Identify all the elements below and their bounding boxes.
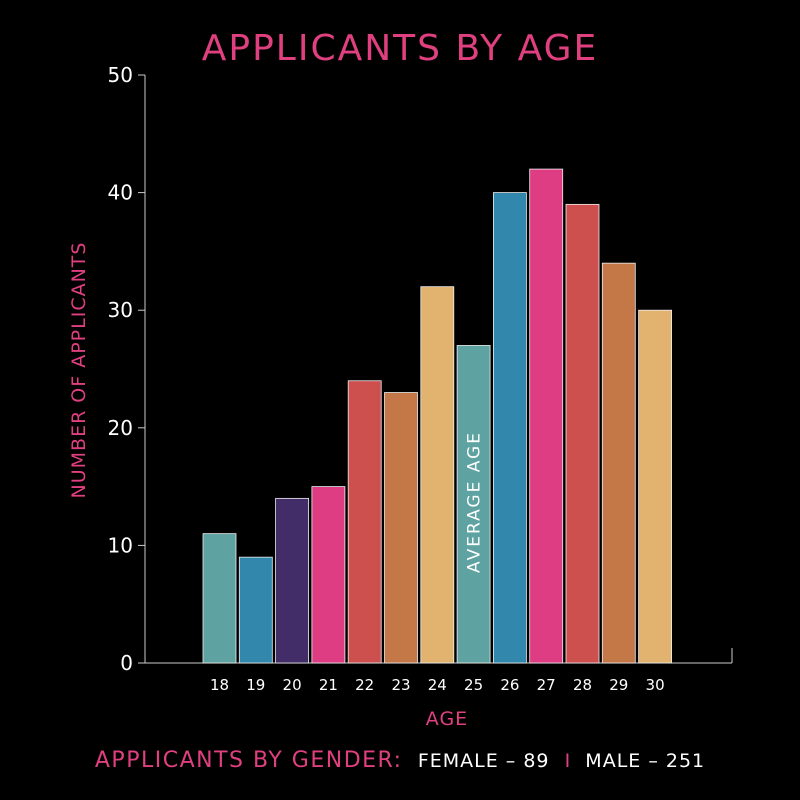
x-tick-label: 28 <box>573 676 592 694</box>
x-tick-label: 20 <box>283 676 302 694</box>
bar-age-18 <box>202 533 237 664</box>
chart-title: APPLICANTS BY AGE <box>202 28 599 69</box>
x-tick-label: 30 <box>646 676 665 694</box>
x-tick-label: 22 <box>355 676 374 694</box>
x-tick-label: 23 <box>391 676 410 694</box>
female-count: FEMALE – 89 <box>417 750 550 772</box>
average-age-annotation: AVERAGE AGE <box>465 431 485 573</box>
y-axis-label: NUMBER OF APPLICANTS <box>68 242 90 499</box>
bar-age-22 <box>347 380 382 664</box>
y-tick-label: 20 <box>108 416 133 440</box>
x-tick-label: 24 <box>428 676 447 694</box>
x-tick-label: 21 <box>319 676 338 694</box>
bar-age-29 <box>601 262 636 664</box>
bar-age-24 <box>420 286 455 664</box>
x-tick-label: 18 <box>210 676 229 694</box>
x-axis-label: AGE <box>426 708 468 730</box>
bar-age-19 <box>238 556 273 664</box>
x-axis-ticks: 18 19 20 21 22 23 24 25 26 27 28 29 30 <box>210 676 665 694</box>
y-tick-label: 0 <box>120 651 133 675</box>
bar-age-30 <box>638 309 672 664</box>
bar-age-25 <box>456 345 491 664</box>
y-tick-label: 50 <box>108 63 133 87</box>
male-count: MALE – 251 <box>585 750 706 772</box>
bar-age-26 <box>492 192 527 664</box>
x-tick-label: 25 <box>464 676 483 694</box>
bar-age-28 <box>565 203 600 664</box>
x-tick-label: 26 <box>500 676 519 694</box>
gender-separator: I <box>564 750 571 772</box>
x-tick-label: 19 <box>246 676 265 694</box>
y-axis-ticks: 0 10 20 30 40 50 <box>108 63 145 675</box>
y-tick-label: 30 <box>108 298 133 322</box>
gender-summary-label: APPLICANTS BY GENDER: <box>94 748 403 773</box>
x-tick-label: 27 <box>537 676 556 694</box>
bar-age-21 <box>311 486 346 664</box>
annotations-group: AVERAGE AGE <box>465 431 485 573</box>
x-tick-label: 29 <box>609 676 628 694</box>
y-tick-label: 40 <box>108 181 133 205</box>
bar-age-23 <box>384 392 418 664</box>
gender-summary: APPLICANTS BY GENDER: FEMALE – 89 I MALE… <box>0 748 800 773</box>
bars-group <box>202 168 672 664</box>
bar-age-20 <box>275 497 310 664</box>
bar-age-27 <box>529 168 564 664</box>
y-tick-label: 10 <box>108 533 133 557</box>
